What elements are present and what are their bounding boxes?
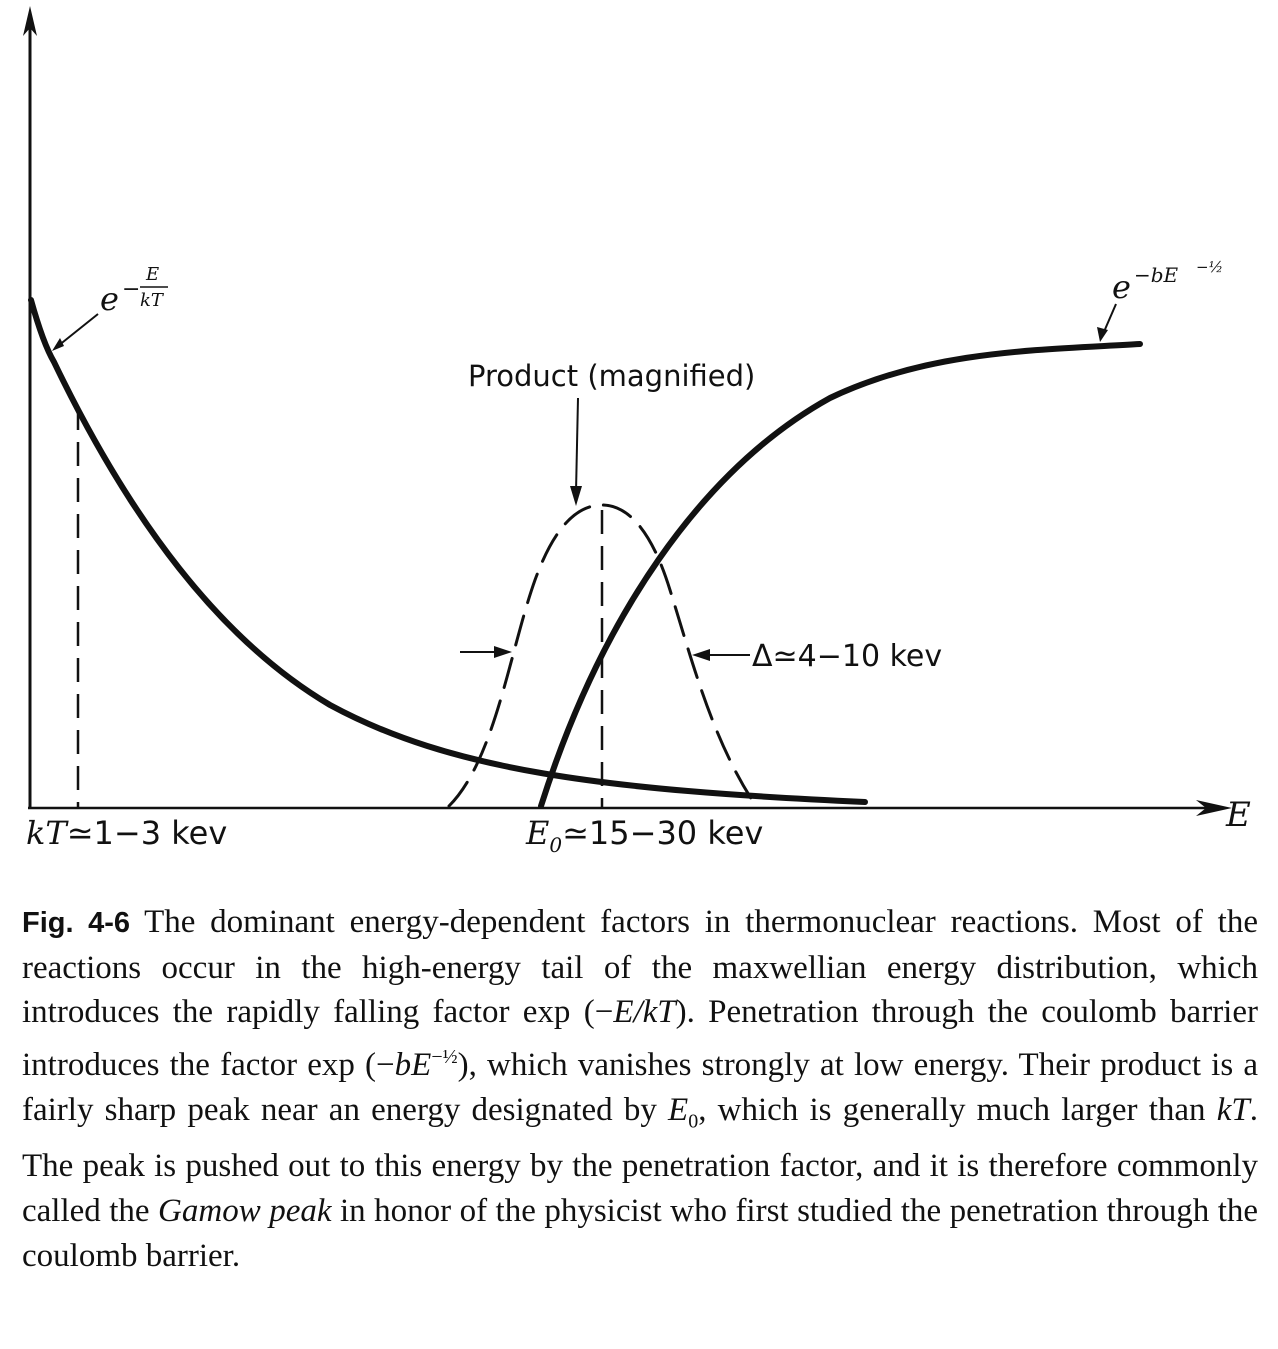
caption-text-1: The dominant energy-dependent factors in… xyxy=(22,904,1258,1031)
product-label: Product (magnified) xyxy=(468,359,755,393)
caption-text-6: in honor of the physicist who first stud… xyxy=(22,1192,1259,1274)
y-axis-arrowhead xyxy=(23,6,37,36)
width-label: Δ≃4−10 kev xyxy=(752,639,942,674)
width-left-arrowhead xyxy=(494,646,512,658)
boltzmann-label-numerator: E xyxy=(145,264,159,285)
caption-math-e0-subscript: 0 xyxy=(688,1110,699,1133)
boltzmann-arrowhead xyxy=(52,338,64,351)
caption-text-4: , which is generally much larger than xyxy=(698,1091,1217,1128)
caption-text-3: ), which vanishes strongly at low energy… xyxy=(22,1047,1259,1128)
gamow-product-curve xyxy=(447,503,758,808)
boltzmann-label-arrow xyxy=(57,313,99,347)
penetration-label-arrow xyxy=(1102,303,1117,335)
energy-factors-diagram: E e − E kT e −bE −½ Product (magnified) … xyxy=(23,6,1251,857)
boltzmann-label-base: e xyxy=(100,280,119,318)
caption-math-e-over-kt: E/kT xyxy=(613,994,676,1031)
caption-math-kt: kT xyxy=(1216,1091,1250,1128)
figure-number: Fig. 4-6 xyxy=(22,907,131,939)
penetration-label-exponent: −bE xyxy=(1134,263,1179,287)
boltzmann-label-denominator: kT xyxy=(140,290,165,311)
product-label-arrow xyxy=(575,397,579,493)
penetration-label-exponent-power: −½ xyxy=(1196,258,1223,276)
e0-label: E0≃15−30 kev xyxy=(525,814,763,857)
caption-gamow-peak: Gamow peak xyxy=(158,1192,332,1229)
width-right-arrowhead xyxy=(692,649,710,661)
penetration-factor-curve xyxy=(538,341,1143,809)
caption-math-exponent: −½ xyxy=(431,1046,458,1069)
caption-math-be: bE xyxy=(394,1047,432,1084)
product-arrowhead xyxy=(570,486,582,506)
caption-math-e0: E xyxy=(668,1091,689,1128)
boltzmann-factor-curve xyxy=(28,297,868,805)
caption-text-2: ). Penetration through the coulomb barri… xyxy=(22,994,1258,1084)
caption-text-5: . The peak is pushed out to this energy … xyxy=(22,1091,1258,1229)
boltzmann-label-minus: − xyxy=(122,277,140,302)
x-axis-arrowhead xyxy=(1196,800,1232,816)
figure-caption: Fig. 4-6 The dominant energy-dependent fa… xyxy=(22,900,1258,1278)
x-axis-label: E xyxy=(1225,795,1251,835)
kt-label: kT≃1−3 kev xyxy=(26,814,227,852)
penetration-label-base: e xyxy=(1112,268,1131,306)
penetration-arrowhead xyxy=(1097,327,1108,342)
